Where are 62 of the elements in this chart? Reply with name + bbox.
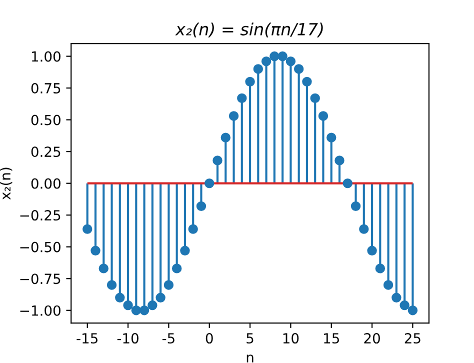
x-tick-label: 10 xyxy=(283,333,299,344)
point xyxy=(148,300,158,310)
point xyxy=(139,306,150,316)
x-axis-title: n xyxy=(246,354,254,362)
point xyxy=(237,93,247,104)
y-tick-label: 1.00 xyxy=(32,51,60,62)
point xyxy=(90,246,100,256)
point xyxy=(245,76,255,87)
x-tick-label: 20 xyxy=(364,333,380,344)
point xyxy=(302,76,312,87)
x-tick-label: -5 xyxy=(162,333,174,344)
point xyxy=(278,51,288,62)
point xyxy=(261,56,272,66)
point xyxy=(164,280,174,290)
point xyxy=(220,132,230,142)
x-tick-label: 25 xyxy=(404,333,420,344)
point xyxy=(82,224,92,234)
point xyxy=(156,292,166,303)
point xyxy=(131,306,142,316)
x-tick-label: 15 xyxy=(324,333,339,344)
point xyxy=(375,264,386,274)
point xyxy=(326,132,336,142)
y-tick-label: −0.25 xyxy=(20,210,60,221)
y-tick-label: 0.75 xyxy=(31,82,60,94)
point xyxy=(350,201,361,212)
point xyxy=(408,306,418,316)
y-tick-label: −0.75 xyxy=(20,274,60,284)
point xyxy=(294,64,304,74)
x-tick-label: -10 xyxy=(117,333,138,344)
point xyxy=(392,292,402,303)
point xyxy=(172,264,182,274)
point xyxy=(310,93,320,104)
point xyxy=(204,178,214,188)
chart-title: x₂(n) = sin(πn/17) xyxy=(175,22,323,38)
y-axis-title: x₂(n) xyxy=(0,168,12,200)
y-tick-label: 0.00 xyxy=(31,178,60,189)
point xyxy=(383,280,394,290)
point xyxy=(180,246,190,256)
point xyxy=(228,111,239,121)
point xyxy=(359,224,369,234)
point xyxy=(98,264,108,274)
point xyxy=(367,246,377,256)
point xyxy=(270,51,280,62)
x-tick-label: -15 xyxy=(76,333,98,344)
point xyxy=(188,224,198,234)
point xyxy=(196,201,206,212)
y-tick-label: −1.00 xyxy=(20,305,60,316)
point xyxy=(123,300,133,310)
point xyxy=(253,64,264,74)
y-tick-label: −0.50 xyxy=(20,242,60,252)
point xyxy=(342,178,352,188)
point xyxy=(106,280,117,290)
x-tick-label: 0 xyxy=(206,333,213,344)
point xyxy=(400,300,410,310)
y-tick-label: 0.50 xyxy=(31,114,60,126)
point xyxy=(115,292,125,303)
point xyxy=(318,111,328,121)
point xyxy=(334,156,344,166)
point xyxy=(286,56,296,66)
x-tick-label: 5 xyxy=(246,333,254,344)
y-tick-label: 0.25 xyxy=(31,146,60,158)
point xyxy=(212,156,222,166)
